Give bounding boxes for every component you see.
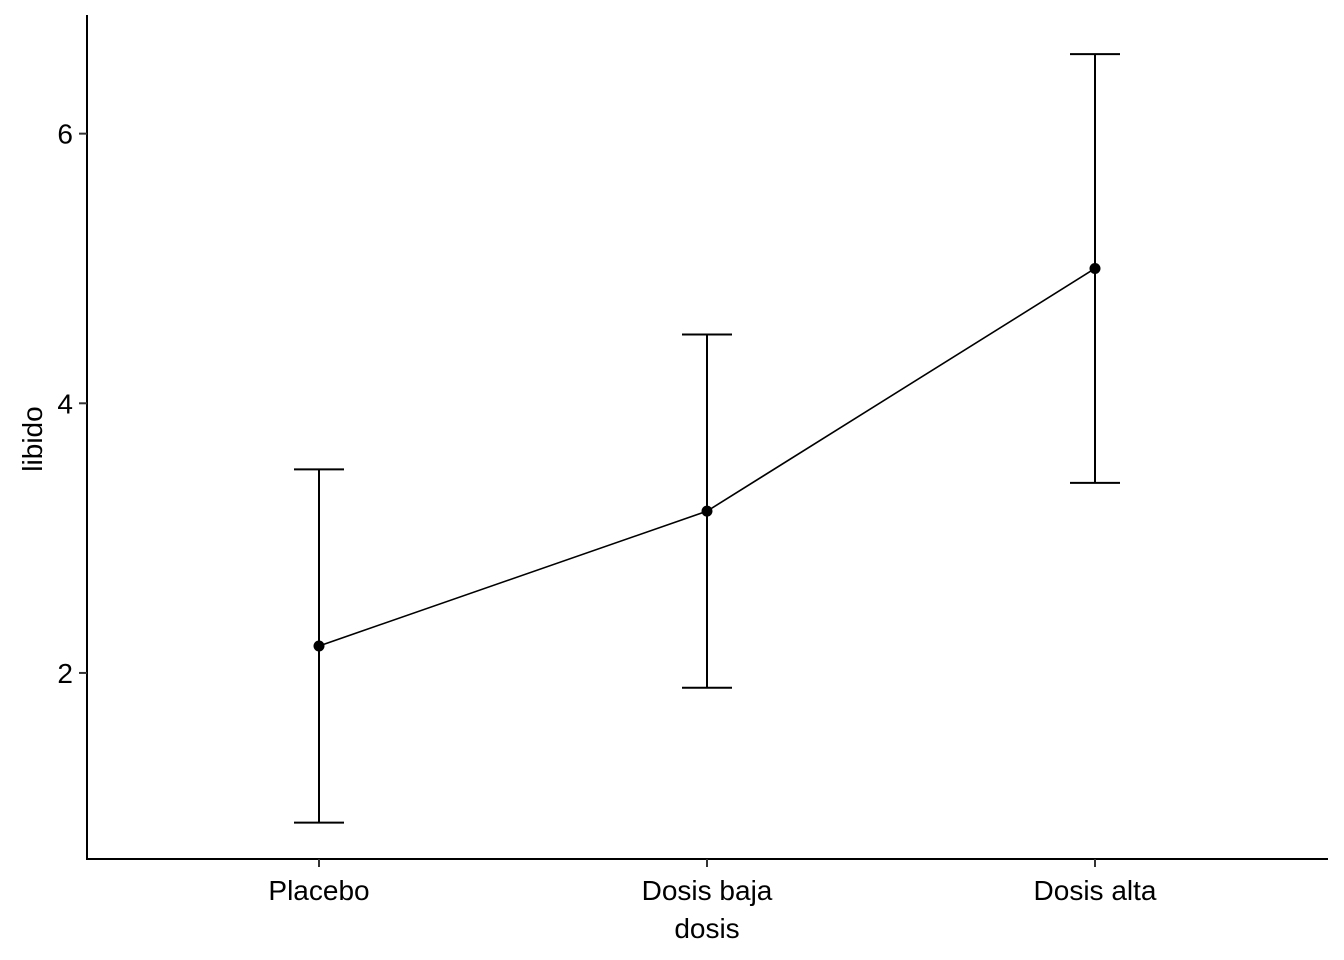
x-tick-label-3: Dosis alta <box>1034 875 1157 906</box>
plot-area <box>294 53 1120 824</box>
x-tick-label-1: Placebo <box>268 875 369 906</box>
data-point-3 <box>1089 262 1101 274</box>
y-tick-label-2: 2 <box>57 658 73 689</box>
x-axis-title: dosis <box>674 913 739 944</box>
y-tick-label-4: 4 <box>57 388 73 419</box>
y-axis-title: libido <box>17 406 48 471</box>
data-point-1 <box>313 640 325 652</box>
x-tick-label-2: Dosis baja <box>642 875 773 906</box>
y-tick-label-6: 6 <box>57 119 73 150</box>
ticks: 2 4 6 Placebo Dosis baja Dosis alta <box>57 119 1156 906</box>
data-point-2 <box>701 505 713 517</box>
